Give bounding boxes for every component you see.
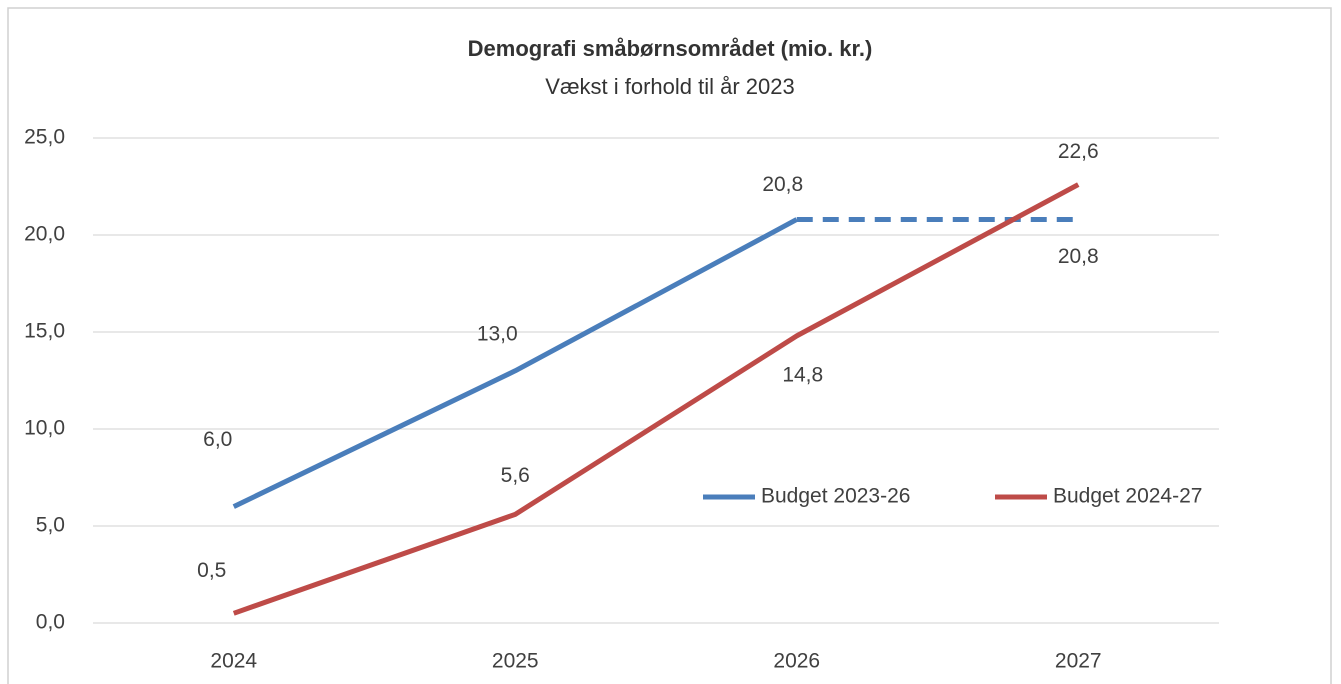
data-label: 13,0 xyxy=(477,322,518,345)
data-label: 0,5 xyxy=(197,559,226,582)
data-label: 20,8 xyxy=(1058,245,1099,268)
x-tick-label: 2025 xyxy=(492,650,539,673)
legend-label: Budget 2023-26 xyxy=(761,485,910,508)
y-tick-label: 0,0 xyxy=(36,611,65,634)
line xyxy=(232,182,1080,616)
y-tick-label: 10,0 xyxy=(24,417,65,440)
line xyxy=(232,217,798,509)
x-tick-label: 2026 xyxy=(773,650,820,673)
x-tick-label: 2024 xyxy=(210,650,257,673)
y-tick-label: 25,0 xyxy=(24,126,65,149)
data-label: 20,8 xyxy=(762,173,803,196)
y-tick-label: 15,0 xyxy=(24,320,65,343)
legend-label: Budget 2024-27 xyxy=(1053,485,1202,508)
chart-border xyxy=(7,7,1332,684)
data-label: 14,8 xyxy=(782,363,823,386)
y-tick-label: 20,0 xyxy=(24,223,65,246)
x-tick-label: 2027 xyxy=(1055,650,1102,673)
data-label: 22,6 xyxy=(1058,140,1099,163)
data-label: 6,0 xyxy=(203,428,232,451)
chart-subtitle: Vækst i forhold til år 2023 xyxy=(545,74,794,99)
chart-title: Demografi småbørnsområdet (mio. kr.) xyxy=(468,36,873,61)
data-label: 5,6 xyxy=(501,464,530,487)
y-tick-label: 5,0 xyxy=(36,514,65,537)
